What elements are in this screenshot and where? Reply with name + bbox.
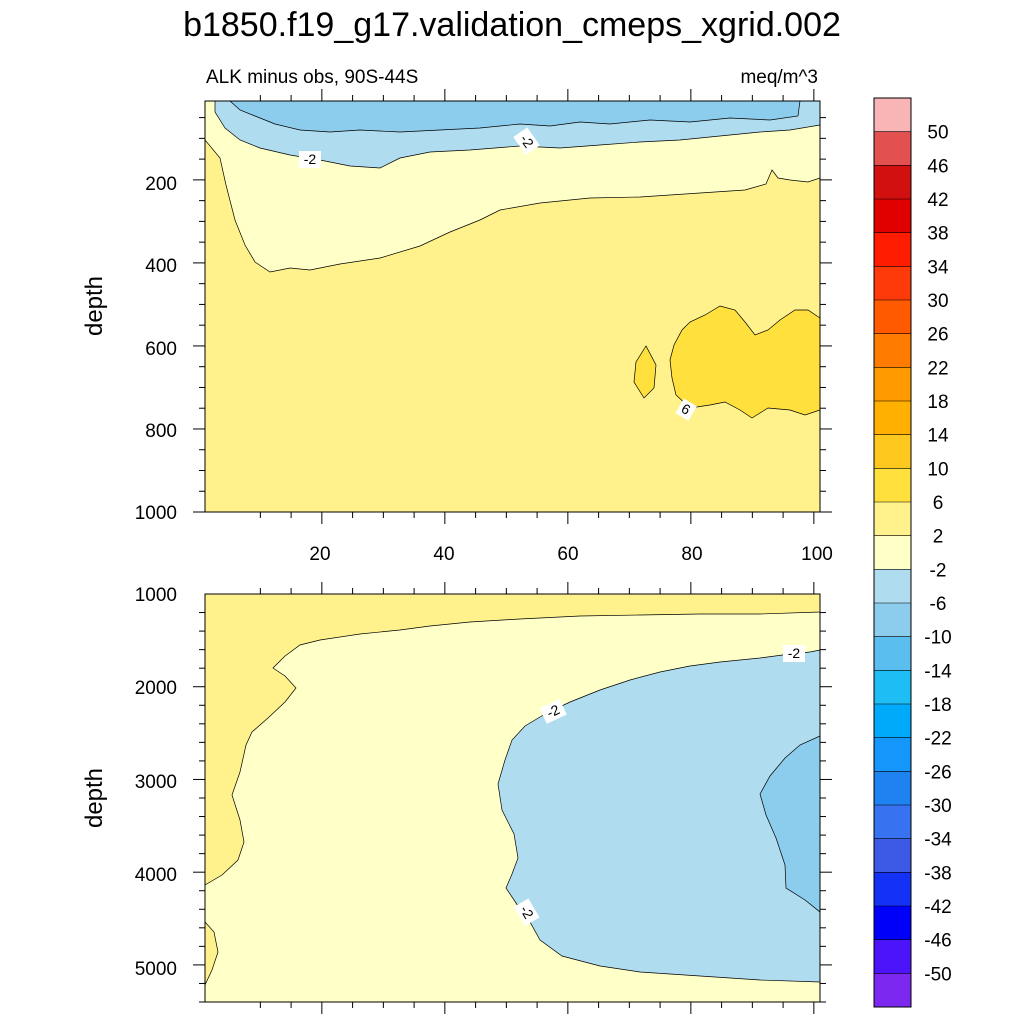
colorbar-label: -50: [924, 964, 951, 985]
colorbar-swatch: [874, 199, 911, 234]
colorbar-swatch: [874, 939, 911, 974]
upper-y-tick-label: 600: [145, 339, 177, 360]
lower-region-blue: [759, 735, 820, 913]
upper-y-tick-label: 1000: [135, 503, 177, 524]
lower-contour-label: -2: [783, 645, 805, 662]
upper-panel: 20 40 60 80 100 200 400 600 800 1000 dep…: [81, 89, 833, 565]
upper-x-tick-label: 80: [681, 544, 702, 565]
colorbar-label: -34: [924, 830, 952, 851]
colorbar-swatch: [874, 704, 911, 739]
lower-axis-ticks: [193, 582, 832, 1014]
lower-contour-label: -2: [513, 898, 540, 927]
colorbar-label: -22: [924, 729, 951, 750]
colorbar-swatch: [874, 232, 911, 267]
upper-x-tick-label: 40: [433, 544, 454, 565]
colorbar-label: 6: [933, 493, 944, 514]
colorbar-swatch: [874, 636, 911, 671]
colorbar-swatch: [874, 771, 911, 806]
colorbar-swatch: [874, 872, 911, 907]
colorbar-label: -6: [930, 594, 947, 615]
colorbar-swatch: [874, 165, 911, 200]
lower-region-light-blue: [497, 649, 820, 983]
upper-y-tick-label: 200: [145, 174, 177, 195]
colorbar: 50 46 42 38 34 30 26 22 18 14 10 6 2 -2 -6 -10 -14 -18 -22…: [873, 97, 952, 1008]
colorbar-swatch: [874, 401, 911, 436]
colorbar-label: -38: [924, 863, 951, 884]
colorbar-swatch: [874, 131, 911, 166]
colorbar-swatch: [874, 805, 911, 840]
colorbar-label: 30: [927, 291, 948, 312]
colorbar-label: 38: [927, 224, 948, 245]
colorbar-swatch: [874, 434, 911, 469]
colorbar-label: 46: [927, 156, 948, 177]
svg-text:-2: -2: [788, 645, 801, 661]
lower-contour-label: -2: [539, 699, 567, 724]
upper-x-tick-labels: 20 40 60 80 100: [309, 544, 832, 565]
lower-y-tick-label: 3000: [135, 772, 177, 793]
colorbar-label: -18: [924, 695, 951, 716]
colorbar-swatch: [874, 502, 911, 537]
lower-y-tick-label: 5000: [135, 959, 177, 980]
subtitle-left: ALK minus obs, 90S-44S: [206, 67, 418, 88]
upper-region-gold: [669, 305, 820, 419]
colorbar-label: 42: [927, 190, 948, 211]
upper-x-tick-label: 60: [557, 544, 578, 565]
lower-region-yellow-bottom: [205, 921, 219, 986]
upper-x-tick-label: 20: [309, 544, 330, 565]
colorbar-label: -42: [924, 897, 951, 918]
lower-region-yellow: [205, 594, 820, 886]
upper-region-gold-small: [633, 345, 657, 399]
colorbar-swatch: [874, 603, 911, 638]
colorbar-swatch: [874, 906, 911, 941]
colorbar-swatch: [874, 333, 911, 368]
colorbar-label: 10: [927, 459, 948, 480]
lower-y-axis-label: depth: [81, 768, 108, 828]
upper-axis-ticks: [193, 89, 832, 524]
colorbar-swatch: [874, 569, 911, 604]
colorbar-swatch: [874, 535, 911, 570]
lower-panel: 1000 2000 3000 4000 5000 depth -2 -2 -2: [81, 582, 832, 1014]
colorbar-swatch: [874, 737, 911, 772]
colorbar-label: 18: [927, 392, 948, 413]
colorbar-swatch: [874, 98, 911, 133]
colorbar-swatch: [874, 670, 911, 705]
colorbar-swatch: [874, 367, 911, 402]
colorbar-label: 26: [927, 325, 948, 346]
colorbar-swatch: [874, 300, 911, 335]
subtitle-units: meq/m^3: [740, 67, 818, 88]
colorbar-swatch: [874, 468, 911, 503]
colorbar-label: 22: [927, 358, 948, 379]
upper-plot-frame: [204, 100, 821, 513]
lower-y-tick-label: 2000: [135, 678, 177, 699]
colorbar-label: -30: [924, 796, 951, 817]
colorbar-label: -2: [930, 560, 947, 581]
lower-y-tick-label: 1000: [135, 585, 177, 606]
colorbar-label: 34: [927, 257, 949, 278]
upper-contour-label: -2: [513, 127, 540, 156]
upper-contour-label: 6: [675, 398, 697, 421]
colorbar-label: -46: [924, 931, 951, 952]
upper-y-tick-label: 800: [145, 421, 177, 442]
colorbar-swatch: [874, 266, 911, 301]
upper-y-axis-label: depth: [81, 276, 108, 336]
upper-region-blue: [229, 101, 801, 133]
colorbar-label: -26: [924, 762, 951, 783]
colorbar-swatch: [874, 838, 911, 873]
upper-y-tick-labels: 200 400 600 800 1000: [135, 174, 177, 524]
colorbar-label: 14: [927, 426, 949, 447]
colorbar-label: 50: [927, 123, 948, 144]
colorbar-swatch: [874, 973, 911, 1008]
colorbar-label: 2: [933, 527, 944, 548]
lower-y-tick-label: 4000: [135, 865, 177, 886]
upper-contour-label: -2: [299, 151, 321, 168]
upper-y-tick-label: 400: [145, 256, 177, 277]
figure-title: b1850.f19_g17.validation_cmeps_xgrid.002: [183, 6, 841, 44]
colorbar-frame: [873, 97, 912, 1008]
colorbar-label: -14: [924, 661, 952, 682]
lower-y-tick-labels: 1000 2000 3000 4000 5000: [135, 585, 177, 980]
colorbar-label: -10: [924, 628, 951, 649]
upper-x-tick-label: 100: [801, 544, 833, 565]
svg-text:-2: -2: [304, 151, 317, 167]
